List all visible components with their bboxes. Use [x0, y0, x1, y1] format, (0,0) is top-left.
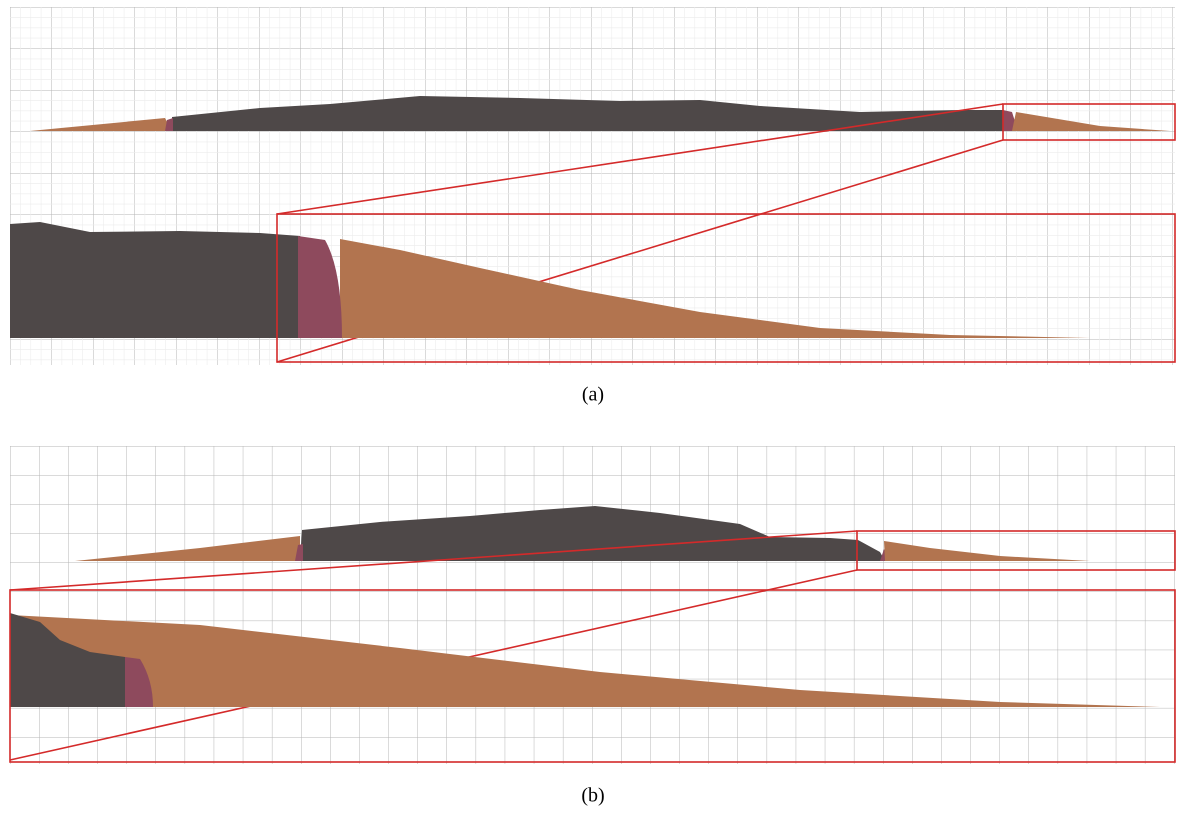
- zoom-box: [1002, 103, 1176, 141]
- panel-b: (b): [9, 446, 1176, 807]
- terrain-zoom: [10, 222, 300, 338]
- slope: [884, 541, 1090, 561]
- slope: [30, 118, 172, 131]
- terrain-zoom: [10, 613, 125, 707]
- slope-zoom: [10, 615, 1160, 707]
- zoom-line: [276, 103, 1004, 215]
- slope: [75, 536, 300, 561]
- terrain: [172, 96, 1003, 131]
- zoom-box: [9, 589, 1176, 763]
- zoom-box: [856, 530, 1176, 571]
- zoom-line: [9, 530, 858, 591]
- slope-zoom: [340, 239, 1090, 338]
- terrain: [300, 506, 885, 561]
- caption: (a): [582, 384, 604, 406]
- zoom-box: [276, 213, 1176, 363]
- panel-a: (a): [10, 7, 1176, 406]
- transition-zoom: [125, 657, 153, 707]
- transition-zoom: [298, 236, 342, 338]
- grid: [10, 446, 1175, 764]
- slope: [1012, 112, 1170, 131]
- caption: (b): [581, 785, 604, 807]
